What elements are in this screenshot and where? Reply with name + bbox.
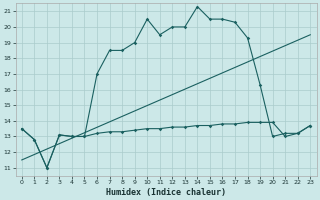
X-axis label: Humidex (Indice chaleur): Humidex (Indice chaleur)	[106, 188, 226, 197]
